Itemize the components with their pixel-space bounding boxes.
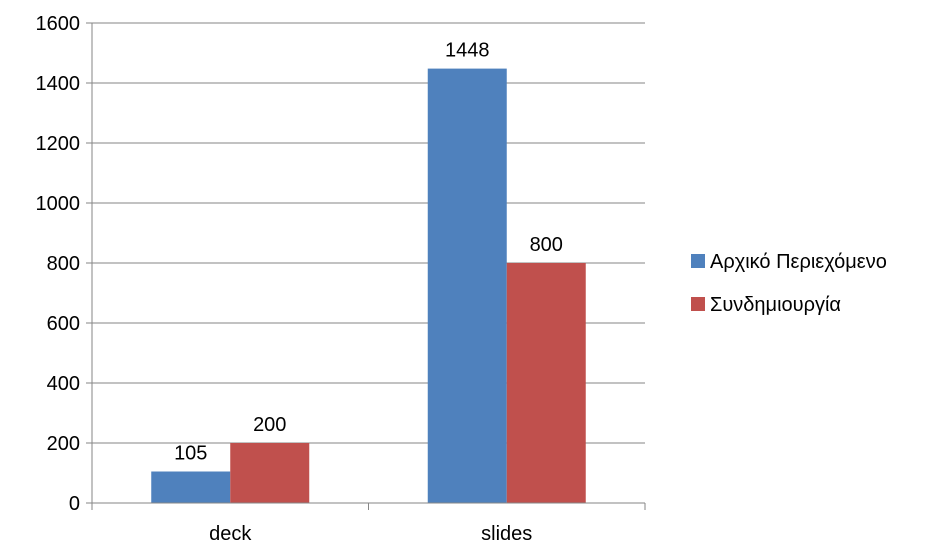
legend-label-1: Αρχικό Περιεχόμενο [710, 251, 887, 273]
y-tick-label: 600 [47, 313, 80, 335]
data-label: 105 [174, 443, 207, 465]
y-tick-label: 1400 [36, 73, 81, 95]
y-tick-label: 1200 [36, 133, 81, 155]
bar-deck-1 [151, 471, 231, 503]
legend: Αρχικό Περιεχόμενο Συνδημιουργία [691, 251, 887, 316]
y-tick-label: 1600 [36, 13, 81, 35]
y-tick-label: 800 [47, 253, 80, 275]
y-tick-label: 200 [47, 433, 80, 455]
bar-slides-2 [506, 263, 586, 503]
legend-swatch-2 [691, 297, 705, 311]
data-label: 1448 [445, 40, 490, 62]
bar-deck-2 [230, 443, 310, 503]
axes: 0 200 400 600 800 1000 1200 1400 1600 deck slides [36, 13, 646, 545]
y-tick-label: 400 [47, 373, 80, 395]
x-tick-label: deck [209, 523, 252, 545]
data-label: 200 [253, 414, 286, 436]
x-tick-label: slides [481, 523, 532, 545]
data-labels: 105 200 1448 800 [174, 40, 563, 465]
y-tick-label: 1000 [36, 193, 81, 215]
gridlines [92, 22, 645, 444]
y-tick-label: 0 [69, 493, 80, 515]
legend-label-2: Συνδημιουργία [710, 294, 841, 316]
bar-slides-1 [427, 68, 507, 503]
data-label: 800 [530, 234, 563, 256]
legend-swatch-1 [691, 254, 705, 268]
bars [151, 68, 586, 503]
